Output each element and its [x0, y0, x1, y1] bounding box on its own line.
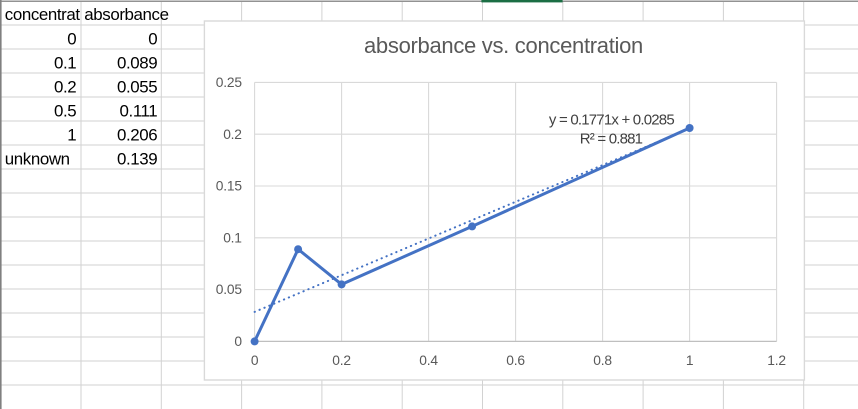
svg-text:0.1: 0.1 — [54, 54, 76, 73]
svg-text:0: 0 — [251, 353, 259, 368]
svg-text:0.1: 0.1 — [223, 230, 242, 245]
svg-text:0.8: 0.8 — [593, 353, 612, 368]
svg-text:0.055: 0.055 — [117, 78, 157, 97]
svg-text:0.25: 0.25 — [216, 75, 243, 90]
svg-text:1: 1 — [686, 353, 693, 368]
svg-text:0.15: 0.15 — [216, 179, 243, 194]
svg-text:0.2: 0.2 — [54, 78, 76, 97]
svg-text:0.2: 0.2 — [223, 127, 242, 142]
svg-text:0.5: 0.5 — [54, 102, 76, 121]
svg-text:0.206: 0.206 — [117, 126, 157, 145]
svg-text:y = 0.1771x + 0.0285: y = 0.1771x + 0.0285 — [549, 111, 674, 128]
svg-text:0.6: 0.6 — [506, 353, 525, 368]
svg-text:absorbance vs. concentration: absorbance vs. concentration — [364, 33, 643, 58]
svg-text:0.089: 0.089 — [117, 54, 157, 73]
svg-text:1: 1 — [67, 126, 76, 145]
svg-text:absorbance: absorbance — [84, 5, 168, 24]
svg-text:0.2: 0.2 — [332, 353, 351, 368]
svg-text:0: 0 — [234, 334, 242, 349]
svg-text:0.05: 0.05 — [216, 282, 243, 297]
svg-text:concentration: concentration — [5, 5, 101, 24]
svg-text:0.139: 0.139 — [117, 150, 157, 169]
svg-text:unknown: unknown — [5, 150, 70, 169]
svg-text:1.2: 1.2 — [767, 353, 786, 368]
svg-text:0: 0 — [148, 30, 157, 49]
svg-text:0: 0 — [67, 30, 76, 49]
svg-text:0.111: 0.111 — [120, 102, 158, 121]
svg-text:0.4: 0.4 — [419, 353, 438, 368]
svg-text:R² = 0.881: R² = 0.881 — [580, 130, 643, 147]
